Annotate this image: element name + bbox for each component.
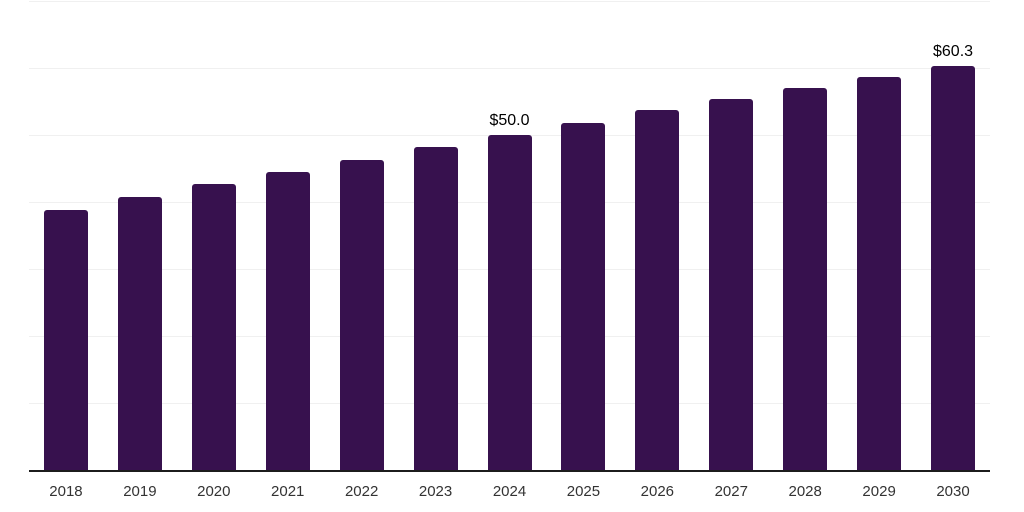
- bar-2021: [266, 172, 310, 470]
- x-axis-tick-label-2021: 2021: [271, 483, 305, 500]
- bar-2023: [414, 147, 458, 470]
- bar-2024: [488, 135, 532, 470]
- bar-2030: [931, 66, 975, 470]
- bar-2028: [783, 88, 827, 470]
- bar-2026: [635, 110, 679, 470]
- x-axis-tick-label-2030: 2030: [936, 483, 970, 500]
- gridline: [29, 68, 990, 69]
- bar-2018: [44, 210, 88, 470]
- bar-2020: [192, 184, 236, 470]
- x-axis-tick-label-2023: 2023: [418, 483, 453, 500]
- x-axis-tick-label-2025: 2025: [566, 483, 601, 500]
- x-axis-tick-label-2029: 2029: [862, 483, 896, 500]
- bar-value-label-2024: $50.0: [489, 112, 530, 129]
- x-axis-tick-label-2028: 2028: [788, 483, 822, 500]
- x-axis-tick-label-2027: 2027: [714, 483, 748, 500]
- x-axis-tick-label-2020: 2020: [197, 483, 231, 500]
- bar-2027: [709, 99, 753, 470]
- gridline: [29, 1, 990, 2]
- bar-2022: [340, 160, 384, 470]
- x-axis-line: [29, 470, 990, 472]
- bar-2029: [857, 77, 901, 470]
- x-axis-tick-label-2019: 2019: [123, 483, 157, 500]
- x-axis-tick-label-2024: 2024: [492, 483, 527, 500]
- x-axis-tick-label-2018: 2018: [49, 483, 83, 500]
- x-axis-tick-label-2022: 2022: [344, 483, 379, 500]
- bar-2025: [561, 123, 605, 470]
- bar-2019: [118, 197, 162, 470]
- x-axis-tick-label-2026: 2026: [640, 483, 675, 500]
- bar-value-label-2030: $60.3: [933, 43, 974, 60]
